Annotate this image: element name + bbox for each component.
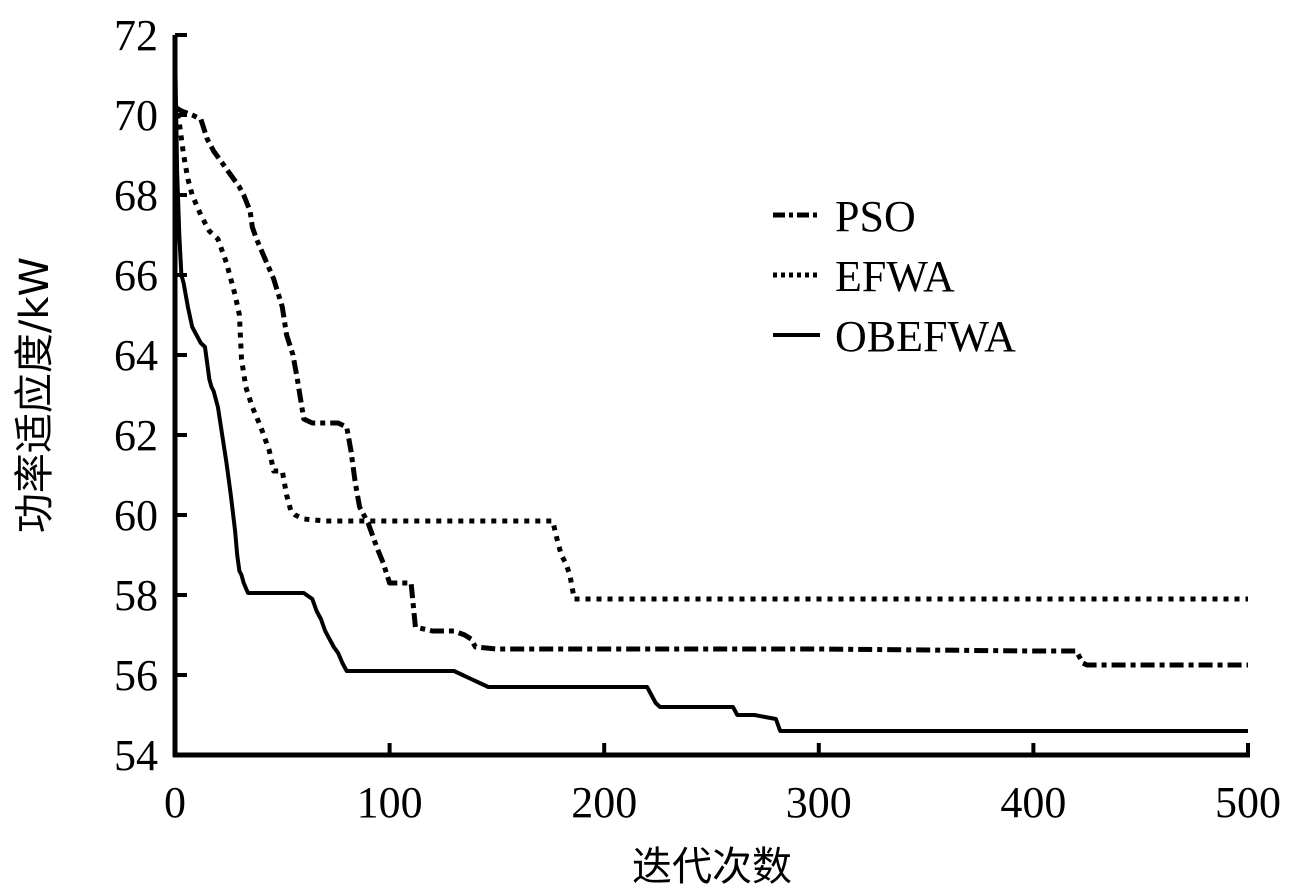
y-tick-label: 56 — [114, 651, 158, 700]
y-tick-label: 72 — [114, 11, 158, 60]
series-line-efwa — [172, 102, 1248, 602]
series-line-pso — [173, 104, 1248, 668]
x-tick-label: 500 — [1215, 778, 1281, 827]
series-line-obefwa — [173, 42, 1248, 733]
legend-label-obefwa: OBEFWA — [835, 312, 1016, 361]
y-tick-label: 58 — [114, 571, 158, 620]
y-tick-label: 68 — [114, 171, 158, 220]
legend: PSO EFWA OBEFWA — [773, 192, 1016, 361]
y-axis-ticks: 54 56 58 60 62 64 66 68 70 72 — [114, 11, 187, 780]
y-tick-label: 54 — [114, 731, 158, 780]
axes — [172, 35, 1250, 758]
y-tick-label: 60 — [114, 491, 158, 540]
y-tick-label: 66 — [114, 251, 158, 300]
x-axis-ticks: 0 100 200 300 400 500 — [164, 743, 1281, 827]
y-tick-label: 70 — [114, 91, 158, 140]
x-tick-label: 200 — [571, 778, 637, 827]
x-tick-label: 400 — [1000, 778, 1066, 827]
y-tick-label: 62 — [114, 411, 158, 460]
x-tick-label: 300 — [786, 778, 852, 827]
legend-label-efwa: EFWA — [835, 252, 955, 301]
x-tick-label: 100 — [357, 778, 423, 827]
y-tick-label: 64 — [114, 331, 158, 380]
legend-label-pso: PSO — [835, 192, 916, 241]
plot-lines — [172, 42, 1248, 733]
x-axis-title: 迭代次数 — [632, 844, 792, 890]
y-axis-title: 功率适应度/kW — [12, 257, 58, 533]
x-tick-label: 0 — [164, 778, 186, 827]
